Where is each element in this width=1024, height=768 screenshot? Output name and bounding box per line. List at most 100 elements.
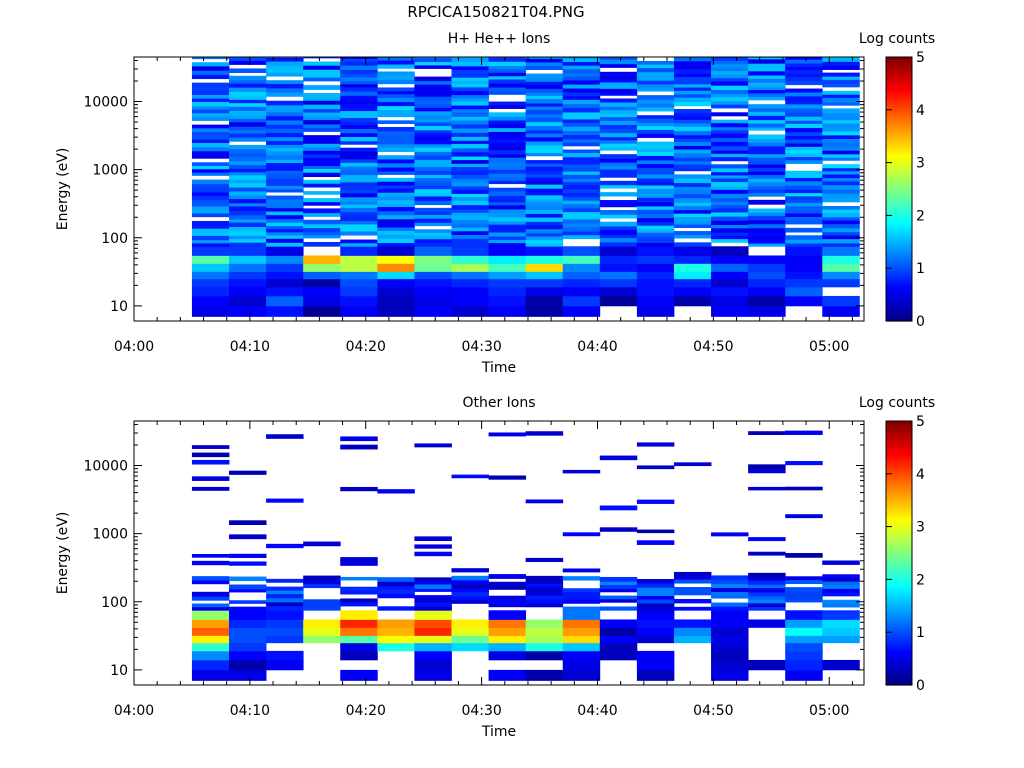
heatmap-cell	[785, 286, 823, 297]
heatmap-cell	[340, 220, 378, 225]
heatmap-cell	[340, 166, 378, 171]
heatmap-cell	[636, 221, 675, 226]
heatmap-cell	[525, 295, 564, 307]
heatmap-cell	[636, 170, 675, 175]
heatmap-cell	[525, 557, 564, 562]
colorbar-step	[886, 574, 912, 578]
heatmap-cell	[636, 125, 675, 130]
heatmap-cell	[748, 96, 786, 101]
heatmap-cell	[673, 579, 712, 584]
heatmap-cell	[822, 174, 860, 179]
heatmap-cell	[266, 235, 304, 239]
heatmap-cell	[562, 286, 601, 297]
colorbar-tick-label: 0	[916, 678, 925, 694]
heatmap-cell	[340, 185, 378, 190]
heatmap-cell	[377, 105, 415, 111]
heatmap-cell	[711, 201, 749, 206]
heatmap-cell	[488, 595, 527, 600]
heatmap-cell	[562, 271, 601, 280]
heatmap-cell	[673, 209, 712, 214]
heatmap-cell	[673, 83, 712, 88]
heatmap-cell	[748, 157, 786, 161]
heatmap-cell	[340, 99, 378, 105]
heatmap-cell	[822, 305, 860, 317]
heatmap-cell	[562, 619, 601, 628]
heatmap-cell	[599, 136, 638, 141]
heatmap-cell	[303, 227, 341, 233]
heatmap-cell	[525, 144, 564, 150]
heatmap-cell	[562, 152, 601, 158]
heatmap-cell	[748, 89, 786, 94]
heatmap-cell	[822, 164, 860, 169]
heatmap-cell	[229, 144, 267, 150]
heatmap-cell	[822, 131, 860, 136]
heatmap-cell	[525, 213, 564, 218]
heatmap-cell	[303, 146, 341, 151]
heatmap-cell	[488, 574, 527, 579]
colorbar-step	[886, 194, 912, 198]
heatmap-cell	[451, 227, 489, 232]
colorbar-step	[886, 632, 912, 636]
heatmap-cell	[266, 128, 304, 133]
heatmap-cell	[636, 242, 675, 247]
colorbar-step	[886, 310, 912, 314]
colorbar-step	[886, 189, 912, 193]
heatmap-cell	[191, 452, 230, 458]
heatmap-cell	[377, 167, 415, 172]
heatmap-cell	[451, 234, 489, 239]
heatmap-cell	[414, 196, 452, 201]
heatmap-cell	[340, 231, 378, 236]
heatmap-cell	[711, 60, 749, 65]
heatmap-cell	[451, 238, 489, 243]
heatmap-cell	[229, 659, 267, 671]
heatmap-cell	[636, 607, 675, 611]
heatmap-cell	[748, 295, 786, 307]
heatmap-cell	[525, 106, 564, 110]
heatmap-cell	[822, 602, 860, 608]
heatmap-cell	[414, 242, 452, 247]
heatmap-cell	[785, 216, 823, 221]
heatmap-cell	[822, 122, 860, 128]
heatmap-cell	[340, 181, 378, 186]
heatmap-cell	[525, 239, 564, 244]
heatmap-cell	[303, 223, 341, 229]
heatmap-cell	[377, 177, 415, 182]
heatmap-cell	[599, 527, 638, 532]
heatmap-cell	[562, 196, 601, 201]
heatmap-cell	[711, 232, 749, 236]
colorbar-step	[886, 260, 912, 264]
heatmap-cell	[377, 627, 415, 636]
heatmap-cell	[525, 591, 564, 596]
heatmap-cell	[303, 179, 341, 184]
heatmap-cell	[785, 195, 823, 200]
heatmap-cell	[748, 189, 786, 193]
colorbar-step	[886, 152, 912, 156]
heatmap-cell	[748, 142, 786, 147]
heatmap-cell	[191, 286, 230, 297]
heatmap-cell	[488, 104, 527, 109]
colorbar-step	[886, 80, 912, 84]
heatmap-cell	[229, 214, 267, 220]
heatmap-cell	[414, 305, 452, 317]
heatmap-cell	[451, 163, 489, 168]
heatmap-cell	[673, 619, 712, 628]
heatmap-cell	[636, 271, 675, 280]
colorbar-step	[886, 642, 912, 646]
heatmap-cell	[191, 610, 230, 620]
colorbar-step	[886, 173, 912, 177]
heatmap-cell	[414, 192, 452, 197]
colorbar-step	[886, 299, 912, 304]
heatmap-cell	[525, 246, 564, 256]
heatmap-cell	[377, 593, 415, 599]
heatmap-cell	[636, 67, 675, 73]
heatmap-cell	[266, 207, 304, 212]
heatmap-cell	[711, 96, 749, 102]
heatmap-cell	[229, 83, 267, 88]
heatmap-cell	[266, 182, 304, 186]
heatmap-cell	[711, 189, 749, 194]
heatmap-cell	[636, 163, 675, 168]
heatmap-cell	[785, 57, 823, 60]
heatmap-cell	[562, 72, 601, 77]
heatmap-cell	[599, 120, 638, 126]
colorbar-tick-label: 4	[916, 103, 925, 119]
